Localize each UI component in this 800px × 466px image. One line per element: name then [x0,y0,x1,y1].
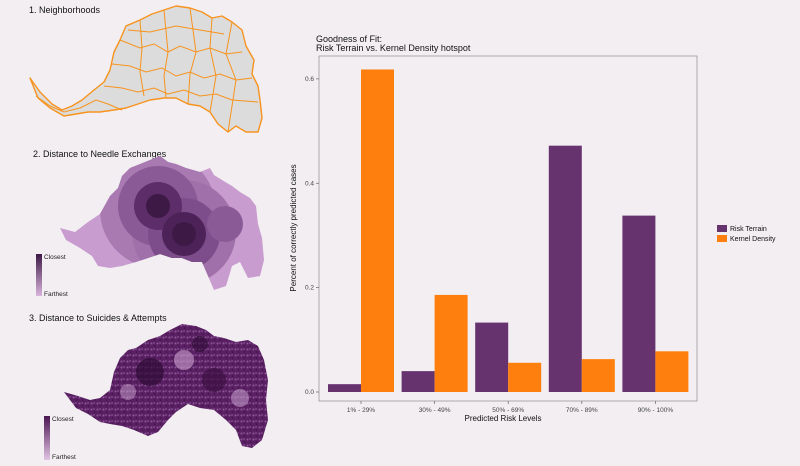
y-tick-label: 0.6 [305,76,314,83]
legend-swatch [717,225,727,232]
chart-legend: Risk Terrain Kernel Density [717,225,776,243]
neighborhoods-map [29,5,263,133]
x-tick-label: 30% - 49% [419,407,451,414]
x-tick-label: 90% - 100% [638,407,674,414]
bar-kernel-density [655,351,689,392]
y-tick-label: 0.2 [305,285,314,292]
suicides-legend-closest: Closest [52,416,74,423]
suicides-hotspots [120,336,249,407]
y-axis-ticks: 0.0 0.2 0.4 0.6 [305,76,319,396]
suicides-legend-bar [44,416,50,460]
bar-risk-terrain [475,322,509,392]
bar-kernel-density [434,294,468,392]
legend-label: Kernel Density [730,236,776,243]
x-axis-title: Predicted Risk Levels [465,414,542,423]
needle-exchange-center [146,194,170,218]
bar-kernel-density [361,69,394,392]
bar-risk-terrain [401,371,435,392]
legend-label: Risk Terrain [730,226,767,233]
needle-ring-east [207,206,243,242]
suicides-map: Closest Farthest [44,324,268,461]
chart-title-line2: Risk Terrain vs. Kernel Density hotspot [316,43,471,53]
y-axis-title: Percent of correctly predicted cases [289,164,298,291]
needle-legend: Closest Farthest [36,254,68,298]
y-tick-label: 0.0 [305,389,314,396]
suicides-map-base [64,324,268,448]
needle-legend-farthest: Farthest [44,291,68,298]
needle-legend-bar [36,254,42,296]
neighborhoods-outline [29,5,263,133]
bar-risk-terrain [328,384,361,392]
x-tick-label: 70% - 89% [566,407,598,414]
bar-risk-terrain [622,215,656,392]
chart-title-line1: Goodness of Fit: [316,34,382,44]
needle-exchange-center-2 [172,222,196,246]
bar-kernel-density [508,362,542,392]
x-tick-label: 50% - 69% [492,407,524,414]
neighborhood-boundaries [103,7,259,133]
map3-title: 3. Distance to Suicides & Attempts [29,313,167,323]
x-tick-label: 1% - 29% [347,407,375,414]
bars [328,69,689,392]
needle-map: Closest Farthest [36,156,264,298]
goodness-of-fit-chart: Goodness of Fit: Risk Terrain vs. Kernel… [289,34,776,423]
map1-title: 1. Neighborhoods [29,5,101,15]
map2-title: 2. Distance to Needle Exchanges [33,149,167,159]
bar-risk-terrain [548,145,582,392]
x-axis-ticks: 1% - 29% 30% - 49% 50% - 69% 70% - 89% 90% -… [347,401,673,414]
suicides-legend: Closest Farthest [44,416,76,461]
legend-swatch [717,235,727,242]
y-tick-label: 0.4 [305,180,314,187]
needle-legend-closest: Closest [44,254,66,261]
bar-kernel-density [581,359,615,392]
river-band [35,95,123,113]
suicides-legend-farthest: Farthest [52,454,76,461]
